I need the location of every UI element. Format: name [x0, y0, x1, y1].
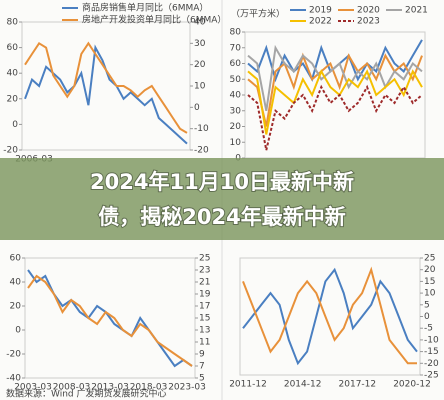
y-tick-label: 30 — [230, 106, 242, 116]
y2-tick-label: -10 — [194, 124, 209, 134]
y2-tick-label: 5 — [424, 300, 430, 310]
y-tick-label: 20 — [10, 302, 22, 312]
legend-label: 商品房销售单月同比（6MMA） — [82, 2, 208, 14]
series-line — [24, 41, 188, 134]
y-tick-label: 10 — [230, 138, 242, 148]
x-tick-label: 2008-03 — [53, 383, 91, 393]
y-tick-label: -40 — [6, 374, 21, 384]
y2-tick-label: 21 — [199, 278, 210, 288]
y2-tick-label: 25 — [424, 254, 435, 264]
y2-tick-label: -5 — [424, 324, 433, 334]
series-line — [247, 52, 423, 127]
y2-tick-label: 11 — [199, 338, 210, 348]
x-tick-label: 2020-12 — [393, 380, 431, 390]
y-tick-label: 40 — [10, 278, 22, 288]
source-note: 数据来源：Wind 广发期货发展研究中心 — [6, 388, 166, 400]
series-line — [242, 266, 417, 365]
y2-tick-label: -20 — [194, 146, 209, 156]
y2-tick-label: -15 — [424, 347, 439, 357]
y2-tick-label: 15 — [424, 277, 435, 287]
x-tick-label: 2023-03 — [168, 383, 206, 393]
y-tick-label: 80 — [230, 28, 242, 38]
y2-tick-label: 0 — [424, 312, 430, 322]
y-tick-label: 60 — [10, 254, 22, 264]
x-tick-label: 2003-03 — [14, 383, 52, 393]
x-tick-label: 2014-12 — [284, 380, 322, 390]
legend-label: 2019 — [309, 6, 332, 16]
banner-line: 债，揭秘2024年最新中新 — [98, 205, 345, 229]
legend-label: 2023 — [357, 17, 380, 27]
y2-tick-label: 9 — [199, 350, 205, 360]
series-line — [27, 274, 193, 367]
legend-label: 房地产开发投资单月同比（6MMA） — [82, 14, 226, 26]
y2-tick-label: 17 — [199, 302, 210, 312]
y-tick-label: 20 — [230, 122, 242, 132]
y2-tick-label: 30 — [194, 39, 206, 49]
unit-label: （万平方米） — [231, 8, 285, 20]
series-line — [247, 69, 423, 135]
legend-label: 2021 — [405, 6, 428, 16]
y2-tick-label: 23 — [199, 266, 210, 276]
y2-tick-label: -10 — [424, 335, 439, 345]
y-tick-label: 50 — [230, 75, 242, 85]
y-tick-label: 20 — [7, 94, 19, 104]
y-tick-label: 0 — [15, 326, 21, 336]
series-line — [247, 84, 423, 151]
y2-tick-label: 5 — [199, 374, 205, 384]
y2-tick-label: 7 — [199, 362, 205, 372]
x-tick-label: 2017-12 — [339, 380, 377, 390]
y2-tick-label: 20 — [194, 60, 206, 70]
banner-bg — [0, 158, 444, 240]
x-tick-label: 2013-03 — [91, 383, 129, 393]
series-line — [242, 267, 418, 366]
banner-line: 2024年11月10日最新中新 — [90, 170, 354, 194]
y-tick-label: 40 — [7, 69, 19, 79]
y-tick-label: 70 — [230, 43, 242, 53]
y2-tick-label: 0 — [194, 103, 200, 113]
y-tick-label: 60 — [230, 59, 242, 69]
y-tick-label: -20 — [6, 350, 21, 360]
y2-tick-label: -25 — [424, 371, 439, 381]
y-tick-label: 40 — [230, 91, 242, 101]
y2-tick-label: 40 — [194, 18, 206, 28]
legend-label: 2020 — [357, 6, 380, 16]
y2-tick-label: -20 — [424, 359, 439, 369]
y-tick-label: -20 — [3, 146, 18, 156]
y2-tick-label: 20 — [424, 265, 436, 275]
y2-tick-label: 19 — [199, 290, 211, 300]
y-tick-label: 60 — [7, 43, 19, 53]
y2-tick-label: 13 — [199, 326, 210, 336]
y2-tick-label: 10 — [424, 289, 436, 299]
y2-tick-label: 15 — [199, 314, 210, 324]
x-tick-label: 2018-03 — [130, 383, 168, 393]
y2-tick-label: 10 — [194, 82, 206, 92]
x-tick-label: 2011-12 — [229, 380, 267, 390]
y-tick-label: 80 — [7, 18, 19, 28]
y2-tick-label: 25 — [199, 254, 210, 264]
series-line — [247, 44, 423, 111]
y-tick-label: 0 — [12, 120, 18, 130]
legend-label: 2022 — [309, 17, 332, 27]
